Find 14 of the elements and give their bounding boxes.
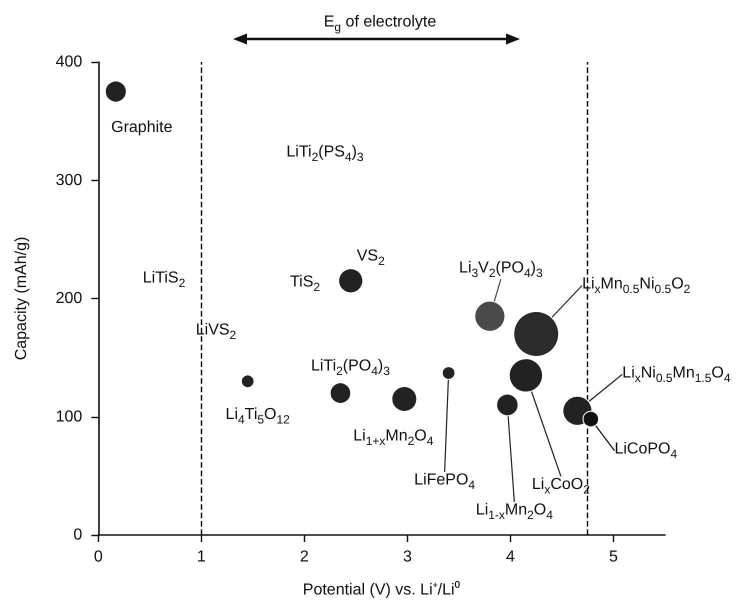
y-tick-label: 0 — [73, 526, 82, 544]
y-tick-label: 300 — [56, 172, 82, 189]
x-axis-title: Potential (V) vs. Li⁺/Li⁰ — [302, 580, 461, 598]
y-axis-title: Capacity (mAh/g) — [12, 236, 30, 360]
x-tick-label: 4 — [506, 548, 515, 566]
x-tick-label: 5 — [609, 548, 618, 566]
y-tick-label: 200 — [56, 290, 82, 307]
x-tick-label: 3 — [402, 548, 412, 566]
y-tick-label: 100 — [56, 408, 82, 426]
x-tick-label: 0 — [94, 548, 103, 566]
x-tick-label: 1 — [196, 548, 206, 566]
x-tick-label: 2 — [300, 548, 309, 566]
y-tick-label: 400 — [56, 54, 82, 70]
series-label: Graphite — [111, 119, 173, 136]
